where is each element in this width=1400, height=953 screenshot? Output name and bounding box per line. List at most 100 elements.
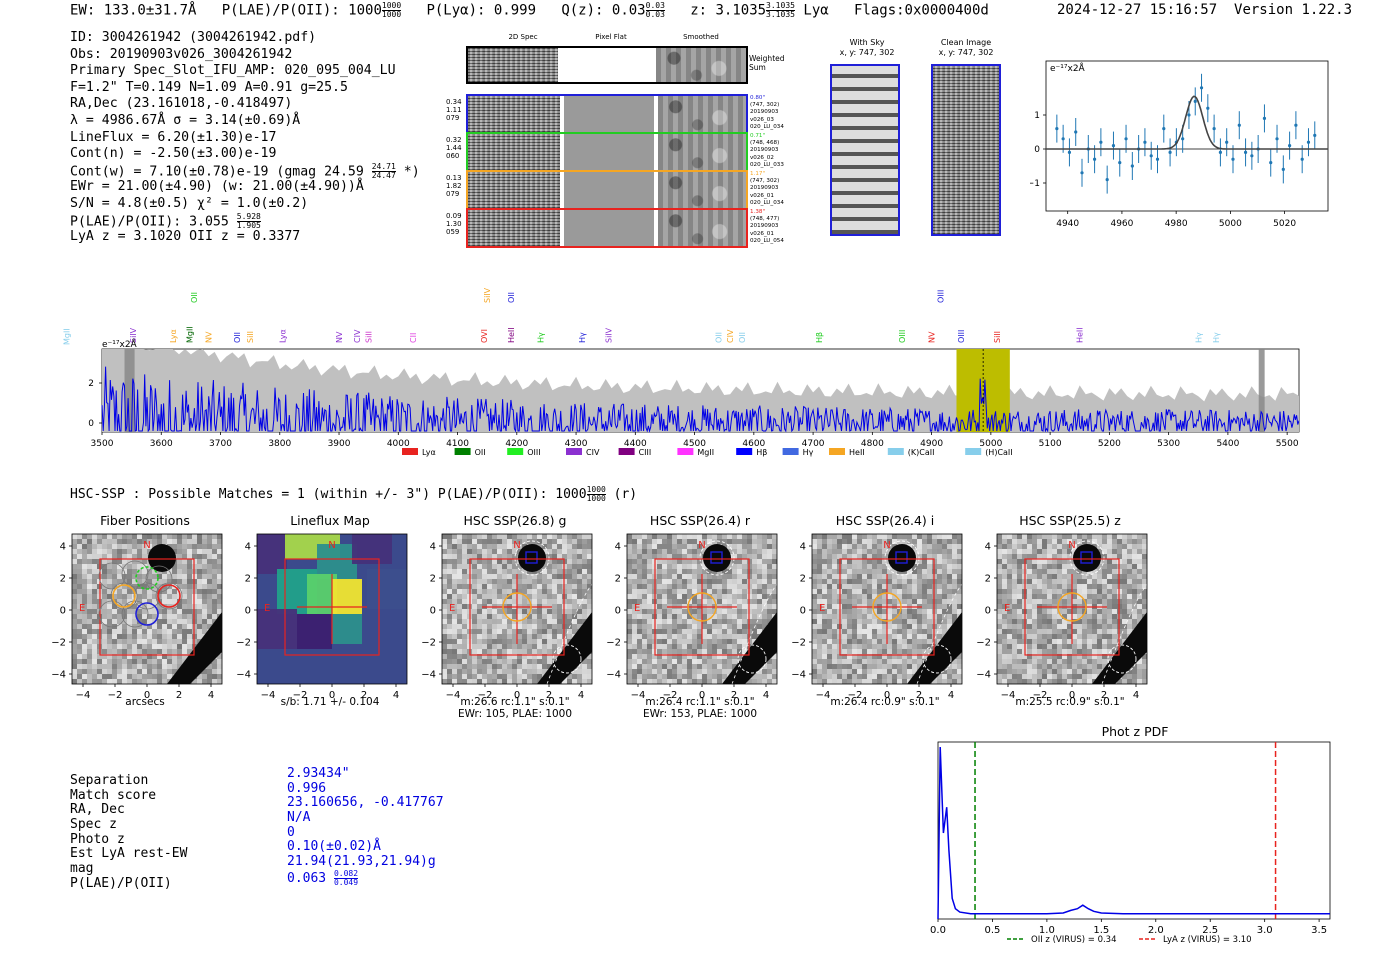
zoom-point <box>1155 157 1160 161</box>
row-info: 020_LU_054 <box>750 237 784 244</box>
row-pixel-flat <box>564 210 654 246</box>
spectrum-xtick-label: 4800 <box>861 439 884 449</box>
row-pixel-flat <box>564 172 654 208</box>
cutout-ytick: 4 <box>615 542 621 553</box>
cutout-xtick: 4 <box>578 690 584 700</box>
row-smoothed <box>658 134 746 170</box>
photz-xtick: 0.5 <box>984 925 1000 936</box>
spectrum-xtick-label: 3800 <box>268 439 291 449</box>
cutout-ytick: −2 <box>791 638 806 649</box>
row-smoothed <box>658 172 746 208</box>
spec2d-row-right-info: 1.38" (748, 477) 20190903 v026_01 020_LU_054 <box>750 209 784 245</box>
cutout-xtick: 4 <box>393 690 399 700</box>
timestamp: 2024-12-27 15:16:57 <box>1057 2 1218 18</box>
row-stat: 1.11 <box>446 105 462 114</box>
legend-swatch <box>566 448 582 455</box>
legend-swatch <box>782 448 799 455</box>
north-label: N <box>1068 540 1075 551</box>
legend-label: OII <box>475 448 486 457</box>
cutout-xtick: 0 <box>884 690 890 700</box>
spec2d-row <box>466 94 748 134</box>
cutout-ytick: 2 <box>245 574 251 585</box>
aperture <box>872 592 902 622</box>
photz-xtick: 1.0 <box>1039 925 1055 936</box>
spectrum-flux-line <box>101 366 1300 433</box>
zoom-point <box>1168 150 1172 154</box>
cutout-ytick: 0 <box>985 606 991 617</box>
cutout-ytick: −2 <box>51 638 66 649</box>
spectrum-xtick-label: 4100 <box>446 439 469 449</box>
cutout-ytick: 2 <box>615 574 621 585</box>
spec2d-row-right-info: 0.80" (747, 302) 20190903 v026_03 020_LU_034 <box>750 95 784 131</box>
zoom-point <box>1162 127 1166 131</box>
line-label: OII <box>714 332 723 343</box>
zoom-point <box>1231 157 1235 161</box>
zoom-point <box>1061 137 1065 141</box>
cutout-panel: N E 4 2 0 −2 −4 −4 −2 0 2 4 <box>976 533 1148 700</box>
spec2d-row <box>466 170 748 210</box>
spectrum-xtick-label: 5100 <box>1039 439 1062 449</box>
legend-swatch <box>677 448 694 455</box>
north-label: N <box>883 540 890 551</box>
spectrum-xtick-label: 4200 <box>505 439 528 449</box>
line-label: OVI <box>480 329 489 343</box>
row-stat: 1.82 <box>446 181 462 190</box>
spectrum-xtick-label: 4600 <box>742 439 765 449</box>
zoom-point <box>1237 123 1241 127</box>
spectrum-xtick-label: 3900 <box>328 439 351 449</box>
info-ewr: EWr = 21.00(±4.90) (w: 21.00(±4.90))Å <box>70 179 364 195</box>
cutout-xtick: −2 <box>108 690 123 700</box>
spectrum-ylabel: e⁻¹⁷x2Å <box>102 338 138 350</box>
header-flags: Flags:0x0000400d <box>853 2 989 19</box>
zoom-point <box>1250 154 1254 158</box>
zoom-point <box>1099 140 1103 144</box>
line-label: OII <box>738 332 747 343</box>
header-qz: Q(z): 0.03 <box>561 2 646 19</box>
pixelflat-title: Pixel Flat <box>595 33 627 41</box>
header-ew: EW: 133.0±31.7Å <box>70 2 197 19</box>
cutout-ytick: −2 <box>976 638 991 649</box>
photz-xtick: 1.5 <box>1093 925 1109 936</box>
row-smoothed <box>658 96 746 132</box>
cutout-ytick: 4 <box>430 542 436 553</box>
row-info: 020_LU_033 <box>750 161 784 168</box>
zoom-ytick-label: 1 <box>1034 111 1040 121</box>
zoom-point <box>1067 150 1072 154</box>
cutout-ytick: −4 <box>236 670 251 681</box>
zoom-xtick-label: 4960 <box>1110 219 1133 229</box>
row-stat: 0.34 <box>446 98 462 106</box>
row-stat: 0.32 <box>446 136 462 144</box>
match-value: 21.94(21.93,21.94)g <box>287 854 436 870</box>
cutout-ytick: −2 <box>606 638 621 649</box>
north-label: N <box>143 540 150 551</box>
cutout-ytick: −2 <box>421 638 436 649</box>
spectrum-xtick-label: 5200 <box>1098 439 1121 449</box>
row-stat: 079 <box>446 113 460 122</box>
cutout-caption: s/b: 1.71 +/- 0.104 <box>280 696 380 708</box>
cutout-ytick: 4 <box>60 542 66 553</box>
row-info: 1.17" <box>750 171 766 177</box>
legend-label: MgII <box>697 448 714 457</box>
match-label: Separation <box>70 773 149 788</box>
smoothed-title: Smoothed <box>683 33 719 41</box>
cutout-ytick: 2 <box>430 574 436 585</box>
row-info: 020_LU_034 <box>750 199 784 206</box>
masked-region-2 <box>1258 349 1265 432</box>
cutout-ytick: 0 <box>430 606 436 617</box>
spectrum-legend: Lyα OII OIII CIV CIII MgII Hβ Hγ HeII (K)CaII (H)C… <box>402 448 1013 457</box>
header-qz-frac: 0.03 0.03 <box>645 1 665 19</box>
cutout-xtick: −2 <box>478 690 493 700</box>
cutout-xtick: −2 <box>663 690 678 700</box>
spectrum-xtick-label: 3500 <box>91 439 114 449</box>
east-label: E <box>449 603 455 614</box>
legend-swatch <box>402 448 418 455</box>
cutout-xtick: −4 <box>631 690 646 700</box>
sky-stamp-title: With Sky x, y: 747, 302 <box>839 38 895 57</box>
spectrum-xtick-label: 4500 <box>683 439 706 449</box>
line-label: SiII <box>993 331 1002 343</box>
line-label: NV <box>928 331 937 343</box>
info-contw: Cont(w) = 7.10(±0.78)e-19 (gmag 24.59 24… <box>70 161 420 180</box>
zoom-point <box>1294 123 1298 127</box>
cutout-panel: N E 4 2 0 −2 −4 −4 −2 0 2 4 <box>236 533 408 700</box>
weighted-flat <box>558 48 656 82</box>
